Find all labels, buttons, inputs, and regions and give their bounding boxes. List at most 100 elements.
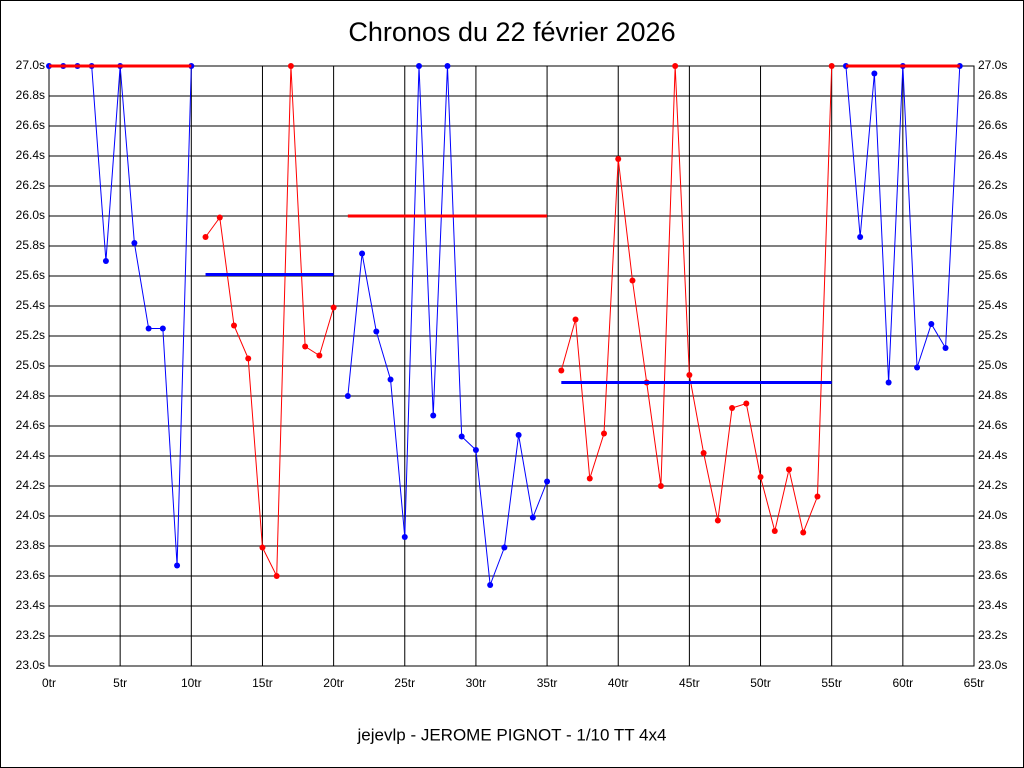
data-point bbox=[145, 325, 152, 332]
data-point bbox=[458, 433, 465, 440]
data-point bbox=[885, 379, 892, 386]
data-point bbox=[928, 321, 935, 327]
data-point bbox=[131, 240, 138, 246]
data-line bbox=[205, 65, 335, 577]
y2-tick-label: 25.0s bbox=[978, 358, 1007, 372]
data-point bbox=[714, 517, 721, 524]
y-tick-label: 25.2s bbox=[16, 328, 45, 342]
y-tick-label: 26.0s bbox=[16, 208, 45, 222]
y2-tick-label: 26.6s bbox=[978, 118, 1007, 132]
data-point bbox=[501, 544, 508, 551]
data-point bbox=[444, 63, 451, 69]
data-point bbox=[857, 234, 864, 240]
data-point bbox=[273, 573, 280, 579]
y2-tick-label: 25.4s bbox=[978, 298, 1007, 312]
x-tick-label: 15tr bbox=[252, 676, 273, 690]
data-point bbox=[202, 234, 209, 240]
y-tick-label: 24.8s bbox=[16, 388, 45, 402]
y-tick-label: 25.6s bbox=[16, 268, 45, 282]
y2-tick-label: 24.6s bbox=[978, 418, 1007, 432]
y2-tick-label: 24.4s bbox=[978, 448, 1007, 462]
data-point bbox=[771, 528, 778, 534]
y2-tick-label: 24.0s bbox=[978, 508, 1007, 522]
data-point bbox=[359, 250, 366, 257]
y-tick-label: 25.4s bbox=[16, 298, 45, 312]
data-point bbox=[558, 367, 565, 374]
data-point bbox=[344, 393, 351, 399]
data-point bbox=[700, 450, 707, 456]
data-point bbox=[316, 352, 323, 359]
x-tick-label: 55tr bbox=[821, 676, 842, 690]
data-point bbox=[216, 214, 223, 221]
x-tick-label: 25tr bbox=[394, 676, 415, 690]
y-tick-label: 26.6s bbox=[16, 118, 45, 132]
data-point bbox=[672, 63, 679, 69]
y2-tick-label: 24.2s bbox=[978, 478, 1007, 492]
data-point bbox=[572, 316, 579, 323]
data-point bbox=[330, 304, 337, 311]
data-point bbox=[159, 325, 166, 332]
data-point bbox=[942, 345, 949, 351]
y2-tick-label: 23.6s bbox=[978, 568, 1007, 582]
y-tick-label: 24.6s bbox=[16, 418, 45, 432]
data-point bbox=[515, 432, 522, 438]
data-point bbox=[743, 400, 750, 407]
data-point bbox=[430, 412, 437, 419]
y2-tick-label: 26.2s bbox=[978, 178, 1007, 192]
y-tick-label: 23.0s bbox=[16, 658, 45, 672]
x-tick-label: 20tr bbox=[323, 676, 344, 690]
y-tick-label: 24.0s bbox=[16, 508, 45, 522]
y-tick-label: 27.0s bbox=[16, 58, 45, 72]
data-point bbox=[245, 355, 252, 362]
x-tick-label: 30tr bbox=[466, 676, 487, 690]
y-tick-label: 26.8s bbox=[16, 88, 45, 102]
x-tick-label: 35tr bbox=[537, 676, 558, 690]
data-point bbox=[102, 258, 109, 264]
data-point bbox=[786, 466, 792, 473]
chart-subtitle: jejevlp - JEROME PIGNOT - 1/10 TT 4x4 bbox=[357, 725, 667, 744]
data-point bbox=[529, 514, 536, 521]
data-point bbox=[757, 474, 764, 480]
data-point bbox=[629, 277, 636, 284]
data-point bbox=[615, 156, 622, 162]
y2-tick-label: 26.4s bbox=[978, 148, 1007, 162]
x-tick-label: 60tr bbox=[893, 676, 914, 690]
y-tick-label: 26.2s bbox=[16, 178, 45, 192]
data-point bbox=[174, 562, 181, 569]
y2-tick-label: 27.0s bbox=[978, 58, 1007, 72]
data-point bbox=[686, 372, 693, 378]
y2-tick-label: 23.2s bbox=[978, 628, 1007, 642]
data-point bbox=[544, 478, 551, 485]
data-point bbox=[729, 405, 736, 411]
data-point bbox=[487, 582, 494, 588]
data-point bbox=[472, 447, 479, 453]
y-tick-label: 24.4s bbox=[16, 448, 45, 462]
y-tick-label: 24.2s bbox=[16, 478, 45, 492]
y-tick-label: 26.4s bbox=[16, 148, 45, 162]
y2-tick-label: 24.8s bbox=[978, 388, 1007, 402]
y-tick-label: 23.6s bbox=[16, 568, 45, 582]
data-point bbox=[601, 430, 607, 437]
data-point bbox=[814, 493, 821, 500]
data-point bbox=[401, 534, 408, 540]
y-tick-label: 25.8s bbox=[16, 238, 45, 252]
y2-tick-label: 23.0s bbox=[978, 658, 1007, 672]
y-tick-label: 25.0s bbox=[16, 358, 45, 372]
data-point bbox=[416, 63, 422, 69]
y2-tick-label: 25.8s bbox=[978, 238, 1007, 252]
y2-tick-label: 26.8s bbox=[978, 88, 1007, 102]
data-point bbox=[302, 343, 309, 350]
y2-tick-label: 23.4s bbox=[978, 598, 1007, 612]
y2-tick-label: 23.8s bbox=[978, 538, 1007, 552]
x-tick-label: 10tr bbox=[181, 676, 202, 690]
data-point bbox=[800, 529, 807, 536]
x-tick-label: 50tr bbox=[750, 676, 771, 690]
y-tick-label: 23.2s bbox=[16, 628, 45, 642]
x-tick-label: 40tr bbox=[608, 676, 629, 690]
data-line bbox=[560, 65, 833, 535]
data-point bbox=[871, 70, 878, 77]
data-point bbox=[828, 63, 835, 69]
data-point bbox=[657, 483, 664, 489]
